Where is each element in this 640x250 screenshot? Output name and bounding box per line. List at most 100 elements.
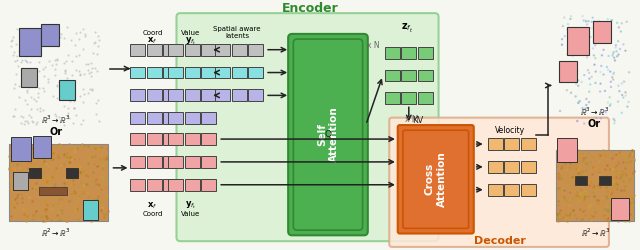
Point <box>70 148 80 152</box>
Bar <box>9 144 108 222</box>
Point <box>589 54 599 58</box>
Point <box>83 161 93 165</box>
Point <box>588 16 598 20</box>
Bar <box>201 90 216 101</box>
Point <box>577 106 588 110</box>
Point <box>596 116 606 120</box>
Point <box>571 166 581 170</box>
Point <box>572 194 582 198</box>
Point <box>583 151 593 155</box>
Point <box>566 32 576 36</box>
Point <box>573 51 583 55</box>
Point <box>576 159 586 163</box>
Point <box>627 152 637 156</box>
Point <box>26 51 36 55</box>
Point <box>40 207 51 211</box>
Point <box>90 214 100 218</box>
Point <box>54 31 65 35</box>
Point <box>56 163 67 167</box>
Point <box>606 18 616 22</box>
Point <box>575 175 585 179</box>
Point <box>609 162 620 166</box>
Bar <box>215 90 230 101</box>
Point <box>591 70 601 73</box>
Point <box>12 58 22 62</box>
Point <box>51 114 61 118</box>
Text: Velocity: Velocity <box>495 126 525 135</box>
Point <box>605 32 616 36</box>
Point <box>610 184 620 188</box>
Point <box>620 184 630 188</box>
Point <box>35 106 45 110</box>
Point <box>580 192 591 196</box>
Point <box>615 47 625 51</box>
Point <box>20 170 31 174</box>
Point <box>557 69 567 73</box>
Point <box>97 205 107 209</box>
Point <box>26 152 36 156</box>
Point <box>563 213 573 217</box>
Point <box>564 156 574 160</box>
Point <box>577 80 587 84</box>
Point <box>48 152 58 156</box>
Point <box>10 185 20 189</box>
Point <box>83 184 93 188</box>
Point <box>561 212 572 216</box>
Point <box>39 156 49 160</box>
Point <box>572 200 582 204</box>
Point <box>563 152 573 156</box>
Point <box>606 192 616 196</box>
Point <box>100 164 110 168</box>
Text: $\mathbb{R}^3 \to \mathbb{R}^3$: $\mathbb{R}^3 \to \mathbb{R}^3$ <box>41 114 70 126</box>
Point <box>570 176 580 180</box>
Point <box>609 121 620 125</box>
Point <box>76 199 86 203</box>
Point <box>24 113 34 117</box>
Point <box>26 95 36 99</box>
Point <box>620 171 630 175</box>
Point <box>35 191 45 195</box>
Point <box>90 154 100 158</box>
Point <box>571 153 581 157</box>
Bar <box>248 44 263 56</box>
Point <box>87 88 97 92</box>
Point <box>599 23 609 27</box>
Point <box>91 182 101 186</box>
Point <box>12 142 22 146</box>
Bar <box>59 80 74 100</box>
Point <box>557 37 567 41</box>
Point <box>74 37 84 41</box>
Point <box>578 209 588 213</box>
FancyBboxPatch shape <box>288 34 368 235</box>
Point <box>79 142 89 146</box>
Point <box>560 78 570 82</box>
Point <box>67 166 77 170</box>
Point <box>602 65 612 69</box>
Point <box>567 67 577 71</box>
Point <box>572 38 582 42</box>
Point <box>83 91 93 95</box>
Point <box>584 183 595 187</box>
Point <box>561 213 572 217</box>
Point <box>580 18 591 22</box>
Point <box>568 208 578 212</box>
Point <box>600 28 611 32</box>
Point <box>99 152 109 156</box>
Point <box>609 153 619 157</box>
Point <box>43 80 53 84</box>
Point <box>552 155 563 159</box>
Point <box>581 154 591 158</box>
Point <box>93 98 103 102</box>
Point <box>42 202 52 206</box>
Point <box>598 48 609 52</box>
Point <box>552 158 563 162</box>
FancyBboxPatch shape <box>397 125 474 234</box>
Point <box>4 167 14 171</box>
Point <box>7 204 17 208</box>
Bar <box>38 187 67 195</box>
Point <box>603 100 613 104</box>
Point <box>573 78 584 82</box>
Point <box>607 167 617 171</box>
Point <box>623 164 633 168</box>
Point <box>63 116 74 120</box>
